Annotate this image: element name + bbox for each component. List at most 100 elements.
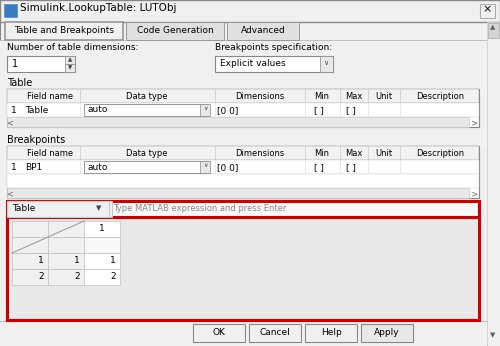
Bar <box>12 253 48 269</box>
Text: 1: 1 <box>11 163 17 172</box>
Bar <box>12 237 48 253</box>
Bar <box>361 324 413 342</box>
Bar <box>7 174 479 188</box>
Text: ▼: ▼ <box>68 65 72 70</box>
Text: 1: 1 <box>38 256 44 265</box>
Text: Dimensions: Dimensions <box>236 149 284 158</box>
Text: Breakpoints: Breakpoints <box>7 135 65 145</box>
Text: 2: 2 <box>74 272 80 281</box>
Text: >: > <box>470 118 478 127</box>
Text: Unit: Unit <box>376 92 392 101</box>
Text: Max: Max <box>346 92 362 101</box>
Text: Max: Max <box>346 149 362 158</box>
Text: [ ]: [ ] <box>346 163 356 172</box>
Text: [ ]: [ ] <box>346 106 356 115</box>
Bar <box>48 253 84 269</box>
Text: Description: Description <box>416 92 464 101</box>
Bar <box>126 22 224 40</box>
Bar <box>488 23 499 38</box>
Bar <box>48 237 84 253</box>
Bar <box>0 40 487 346</box>
Bar <box>480 4 495 18</box>
Text: ▲: ▲ <box>68 57 72 62</box>
Bar <box>7 188 469 198</box>
Text: auto: auto <box>88 106 108 115</box>
Bar <box>320 56 333 72</box>
Bar <box>65 64 75 72</box>
Bar <box>84 161 208 173</box>
Text: Apply: Apply <box>374 328 400 337</box>
Text: Breakpoints specification:: Breakpoints specification: <box>215 43 332 52</box>
Text: 2: 2 <box>38 272 44 281</box>
Text: Unit: Unit <box>376 149 392 158</box>
Bar <box>0 40 487 41</box>
Bar <box>7 146 479 160</box>
Text: 1: 1 <box>74 256 80 265</box>
Text: Data type: Data type <box>126 92 168 101</box>
Text: Table: Table <box>25 106 48 115</box>
Bar <box>48 221 84 237</box>
Text: Table: Table <box>12 204 36 213</box>
Text: [0 0]: [0 0] <box>217 163 238 172</box>
Text: <: < <box>6 118 14 127</box>
Bar <box>5 22 123 40</box>
Text: Help: Help <box>320 328 342 337</box>
Text: Simulink.LookupTable: LUTObj: Simulink.LookupTable: LUTObj <box>20 3 176 13</box>
Text: Data type: Data type <box>126 149 168 158</box>
Bar <box>7 201 479 320</box>
Text: Dimensions: Dimensions <box>236 92 284 101</box>
Text: 1: 1 <box>11 106 17 115</box>
Bar <box>193 324 245 342</box>
Bar <box>7 89 479 103</box>
Bar <box>7 160 479 174</box>
Bar <box>305 324 357 342</box>
Bar <box>487 22 500 346</box>
Text: auto: auto <box>88 163 108 172</box>
Text: [ ]: [ ] <box>314 163 324 172</box>
Bar <box>7 89 479 127</box>
Text: BP1: BP1 <box>25 163 42 172</box>
Bar <box>7 146 479 198</box>
Text: Explicit values: Explicit values <box>220 59 286 68</box>
Text: >: > <box>470 189 478 198</box>
Bar <box>7 201 479 217</box>
Text: ∨: ∨ <box>324 60 328 66</box>
Text: 1: 1 <box>99 224 105 233</box>
Text: Type MATLAB expression and press Enter: Type MATLAB expression and press Enter <box>113 204 286 213</box>
Text: ×: × <box>482 4 492 14</box>
Text: Cancel: Cancel <box>260 328 290 337</box>
Bar <box>12 269 48 285</box>
Bar <box>65 56 75 64</box>
Bar <box>4 4 17 17</box>
Text: Description: Description <box>416 149 464 158</box>
Text: Code Generation: Code Generation <box>136 26 214 35</box>
Bar <box>84 221 120 237</box>
Text: [ ]: [ ] <box>314 106 324 115</box>
Bar <box>227 22 299 40</box>
Text: ∨: ∨ <box>202 163 207 168</box>
Bar <box>12 221 48 237</box>
Text: OK: OK <box>212 328 226 337</box>
Text: [0 0]: [0 0] <box>217 106 238 115</box>
Bar <box>215 56 333 72</box>
Text: Min: Min <box>314 149 330 158</box>
Text: ▲: ▲ <box>490 24 496 30</box>
Text: 2: 2 <box>110 272 116 281</box>
Bar <box>7 56 75 72</box>
Text: Table: Table <box>7 78 32 88</box>
Bar <box>0 0 500 22</box>
Bar <box>7 103 479 117</box>
Text: ∨: ∨ <box>202 106 207 111</box>
Text: 1: 1 <box>12 59 18 69</box>
Text: Number of table dimensions:: Number of table dimensions: <box>7 43 138 52</box>
Bar <box>249 324 301 342</box>
Text: <: < <box>6 189 14 198</box>
Bar <box>200 161 210 173</box>
Text: Table and Breakpoints: Table and Breakpoints <box>14 26 114 35</box>
Text: ▼: ▼ <box>96 205 102 211</box>
Bar <box>84 104 208 116</box>
Bar <box>84 253 120 269</box>
Bar <box>7 201 112 217</box>
Bar <box>7 217 479 320</box>
Text: 1: 1 <box>110 256 116 265</box>
